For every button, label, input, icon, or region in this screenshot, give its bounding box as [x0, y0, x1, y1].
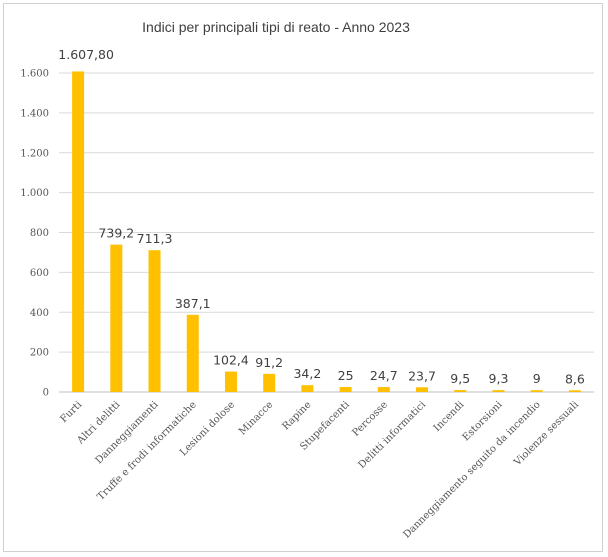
data-label: 23,7: [408, 368, 436, 383]
y-tick-label: 200: [30, 348, 49, 359]
y-tick-label: 800: [30, 228, 49, 239]
bar: [339, 387, 352, 392]
data-label: 8,6: [565, 371, 585, 386]
bar: [186, 314, 199, 392]
bar: [224, 371, 237, 392]
data-label: 9,3: [489, 371, 509, 386]
bar: [148, 250, 161, 392]
bar: [530, 390, 543, 392]
bar: [416, 387, 429, 392]
bar: [110, 244, 123, 392]
data-label: 711,3: [137, 231, 173, 246]
y-tick-label: 1.600: [20, 69, 49, 80]
bar: [568, 390, 581, 392]
chart-title: Indici per principali tipi di reato - An…: [142, 19, 410, 35]
data-label: 25: [338, 368, 354, 383]
data-labels: 1.607,80 739,2 711,3 387,1 102,4 91,2 34,2 25 24…: [58, 47, 585, 386]
x-tick-label: Furti: [58, 399, 84, 425]
bar: [454, 390, 467, 392]
bar: [492, 390, 505, 392]
x-tick-label: Violenze sessuali: [511, 399, 581, 469]
y-tick-label: 1.200: [20, 148, 49, 159]
data-label: 739,2: [98, 226, 134, 241]
y-tick-label: 600: [30, 268, 49, 279]
data-label: 91,2: [255, 355, 283, 370]
data-label: 387,1: [175, 296, 211, 311]
data-label: 9: [533, 371, 541, 386]
bar: [301, 385, 314, 392]
x-tick-label: Danneggiamento seguito da incendio: [401, 399, 542, 540]
data-label: 102,4: [213, 353, 249, 368]
bars: [72, 71, 581, 392]
x-tick-label: Rapine: [281, 399, 314, 432]
x-tick-label: Percosse: [350, 399, 390, 439]
data-label: 34,2: [293, 366, 321, 381]
data-label: 1.607,80: [58, 47, 114, 62]
bar: [263, 373, 276, 392]
y-tick-label: 0: [43, 388, 49, 399]
bar-chart: Indici per principali tipi di reato - An…: [20, 19, 594, 541]
x-tick-label: Minacce: [237, 399, 275, 437]
bar: [377, 387, 390, 392]
data-label: 9,5: [450, 371, 470, 386]
y-tick-label: 1.400: [20, 108, 49, 119]
y-axis-ticks: 0 200 400 600 800 1.000 1.200 1.400 1.600: [20, 69, 49, 399]
gridlines: [59, 72, 594, 393]
x-tick-label: Incendi: [432, 399, 467, 434]
y-tick-label: 1.000: [20, 188, 49, 199]
y-tick-label: 400: [30, 308, 49, 319]
x-tick-label: Delitti informatici: [356, 399, 428, 471]
bar: [72, 71, 85, 392]
chart-frame: Indici per principali tipi di reato - An…: [3, 3, 603, 552]
data-label: 24,7: [370, 368, 398, 383]
